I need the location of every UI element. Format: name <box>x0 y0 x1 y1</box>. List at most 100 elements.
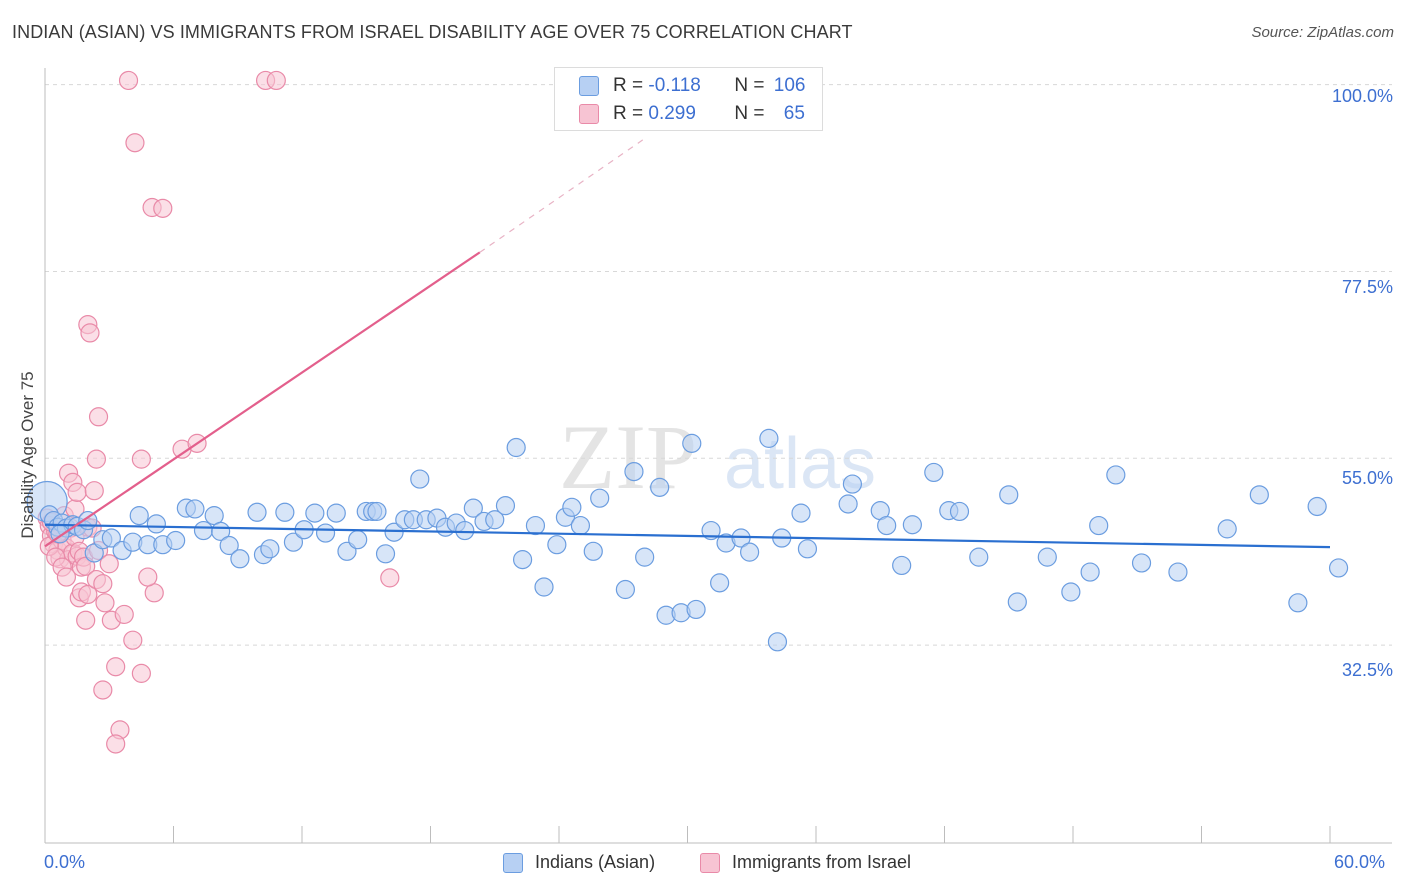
indian-point <box>1217 519 1237 539</box>
israel-point <box>106 657 126 677</box>
israel-point <box>131 449 151 469</box>
indian-point <box>146 514 166 534</box>
israel-point <box>106 734 126 754</box>
indian-point <box>534 577 554 597</box>
indian-point <box>525 515 546 536</box>
israel-point <box>138 567 158 587</box>
n-value: 65 <box>783 103 805 124</box>
source-label: Source: ZipAtlas.com <box>1251 24 1394 41</box>
legend-item-indians: Indians (Asian) <box>503 852 655 873</box>
indian-point <box>547 535 567 555</box>
r-label: R = <box>613 75 649 96</box>
israel-trend-line <box>44 251 481 548</box>
indian-point <box>740 542 760 562</box>
indian-point <box>999 485 1019 505</box>
indian-point <box>219 535 239 556</box>
indian-point <box>877 515 897 536</box>
trend-lines <box>44 138 1331 549</box>
indian-point <box>275 502 295 522</box>
indian-point <box>512 550 533 570</box>
blue-square-icon <box>503 852 523 873</box>
indian-point <box>624 461 644 482</box>
indian-point <box>1089 515 1109 536</box>
legend-label-indians: Indians (Asian) <box>535 852 656 872</box>
israel-point <box>95 593 115 613</box>
indian-point <box>166 530 186 551</box>
chart-title: INDIAN (ASIAN) VS IMMIGRANTS FROM ISRAEL… <box>12 22 853 42</box>
israel-point <box>80 323 100 343</box>
indian-point <box>260 539 280 559</box>
indian-point <box>193 520 214 541</box>
series-israel-points <box>37 70 400 754</box>
israel-point <box>153 198 173 218</box>
israel-point <box>118 70 139 91</box>
indians-trend-line <box>44 523 1331 549</box>
y-axis-label: Disability Age Over 75 <box>18 371 37 539</box>
indian-point <box>838 494 858 514</box>
indian-point <box>615 579 635 600</box>
israel-point <box>266 70 286 91</box>
legend-item-israel: Immigrants from Israel <box>700 852 911 873</box>
israel-point <box>76 610 96 630</box>
israel-trend-extension <box>479 138 646 253</box>
n-label: N = <box>734 75 770 96</box>
indian-point <box>892 555 912 576</box>
israel-point <box>123 630 143 650</box>
legend-label-israel: Immigrants from Israel <box>732 852 912 872</box>
indian-point <box>283 532 304 552</box>
r-value: 0.299 <box>648 103 696 124</box>
indian-point <box>455 520 475 541</box>
correlation-legend: R = -0.118 N = 106 R = 0.299 N = 65 <box>554 67 823 131</box>
indian-point <box>1037 547 1057 567</box>
indian-point <box>570 515 591 536</box>
pink-swatch-icon <box>579 104 599 124</box>
indian-point <box>562 497 582 517</box>
x-tick-label-max: 60.0% <box>1334 852 1386 872</box>
watermark: ZIP atlas <box>559 406 876 508</box>
indian-point <box>635 547 655 567</box>
series-legend: Indians (Asian) Immigrants from Israel <box>0 852 1406 876</box>
indian-point <box>650 477 670 497</box>
indian-point <box>247 502 267 522</box>
indian-point <box>949 501 970 522</box>
indian-point <box>1328 558 1349 578</box>
indian-point <box>701 520 721 541</box>
indian-point <box>326 503 346 523</box>
indian-point <box>590 488 610 508</box>
israel-point <box>67 482 87 502</box>
indian-point <box>1061 582 1081 602</box>
legend-row-indians: R = -0.118 N = 106 <box>579 73 805 99</box>
israel-point <box>114 604 134 625</box>
indian-point <box>129 506 149 526</box>
n-value: 106 <box>773 75 806 96</box>
indian-point <box>230 549 250 569</box>
indian-point <box>485 510 505 530</box>
y-tick-label-55: 55.0% <box>1341 468 1393 488</box>
indian-point <box>463 498 483 518</box>
indian-point <box>797 539 818 559</box>
n-label: N = <box>734 103 770 124</box>
indian-point <box>583 541 603 561</box>
indian-point <box>348 530 368 550</box>
indian-point <box>759 428 779 448</box>
israel-point <box>93 680 113 700</box>
indian-point <box>1007 592 1027 612</box>
indian-point <box>1307 496 1327 517</box>
israel-point <box>380 568 400 588</box>
indian-point <box>495 496 516 516</box>
israel-point <box>86 449 107 469</box>
indian-point <box>791 503 811 523</box>
indian-point <box>686 599 706 620</box>
indian-point <box>101 528 121 548</box>
pink-square-icon <box>700 852 720 873</box>
indian-point <box>924 462 944 483</box>
indian-point <box>1131 553 1152 573</box>
r-value: -0.118 <box>648 75 701 96</box>
indian-point <box>1168 562 1188 582</box>
indian-point <box>367 501 387 522</box>
israel-point <box>99 554 119 574</box>
y-tick-label-77: 77.5% <box>1341 277 1393 297</box>
israel-point <box>84 481 104 501</box>
israel-point <box>78 584 98 605</box>
